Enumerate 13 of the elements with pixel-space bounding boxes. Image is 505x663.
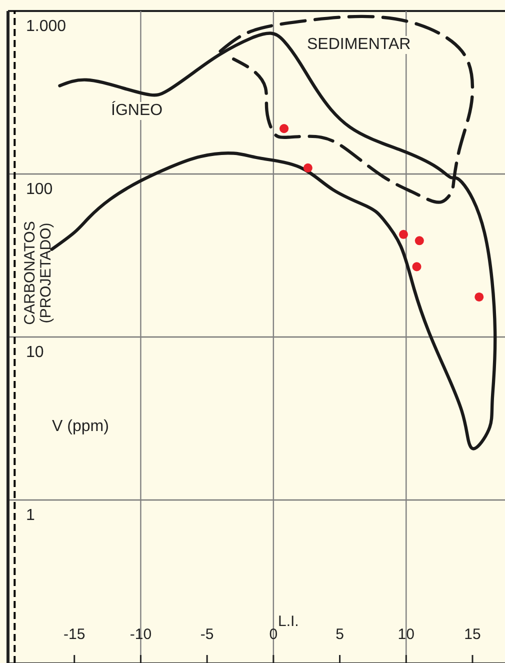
annotation: SEDIMENTAR bbox=[306, 36, 412, 54]
x-tick-label: 5 bbox=[336, 626, 344, 643]
x-tick-label: 15 bbox=[464, 626, 481, 643]
y-tick-label: 1 bbox=[26, 507, 35, 524]
y-tick-label: 10 bbox=[26, 344, 44, 361]
x-axis-title: L.I. bbox=[278, 613, 299, 630]
y-tick-label: 1.000 bbox=[26, 18, 66, 35]
y-axis-title: V (ppm) bbox=[52, 418, 109, 436]
x-tick-label: -5 bbox=[200, 626, 214, 643]
y-tick-label: 100 bbox=[26, 181, 53, 198]
x-tick-label: -15 bbox=[64, 626, 86, 643]
annotation: ÍGNEO bbox=[110, 102, 164, 120]
ref-line-label: CARBONATOS (PROJETADO) bbox=[22, 221, 55, 325]
